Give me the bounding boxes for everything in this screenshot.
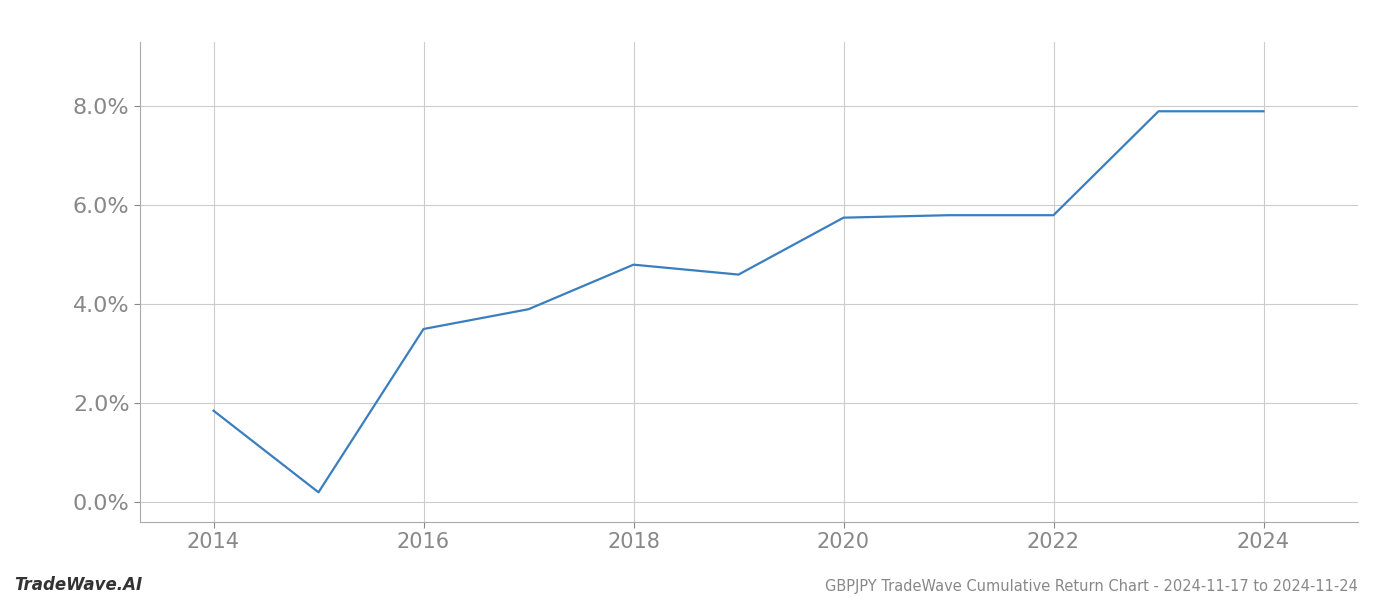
- Text: GBPJPY TradeWave Cumulative Return Chart - 2024-11-17 to 2024-11-24: GBPJPY TradeWave Cumulative Return Chart…: [825, 579, 1358, 594]
- Text: TradeWave.AI: TradeWave.AI: [14, 576, 143, 594]
